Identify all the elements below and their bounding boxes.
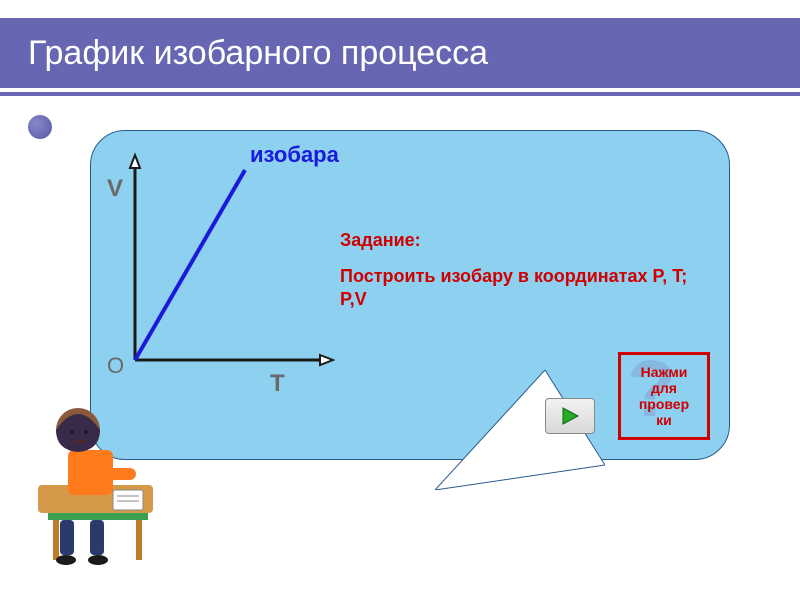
origin-label: O (107, 353, 124, 379)
check-answer-button[interactable]: ? Нажми для провер ки (618, 352, 710, 440)
title-bar: График изобарного процесса (0, 18, 800, 88)
task-body: Построить изобару в координатах P, T; P,… (340, 265, 700, 312)
check-button-label: Нажми для провер ки (639, 364, 689, 428)
student-illustration-icon (8, 390, 168, 570)
next-button[interactable] (545, 398, 595, 434)
y-axis-label: V (107, 175, 123, 203)
isobar-chart (105, 150, 335, 380)
bullet-icon (28, 115, 52, 139)
page-title: График изобарного процесса (28, 34, 488, 73)
title-underline (0, 92, 800, 96)
x-axis-label: T (270, 370, 285, 398)
task-heading: Задание: (340, 230, 421, 251)
play-icon (559, 405, 581, 427)
